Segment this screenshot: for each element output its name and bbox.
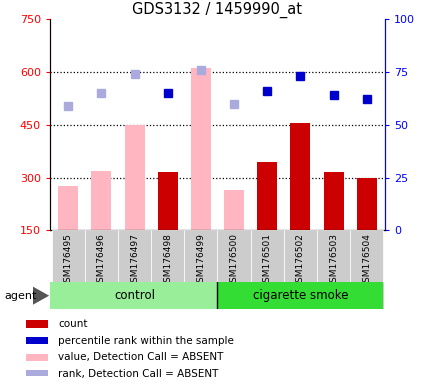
Text: GSM176500: GSM176500 xyxy=(229,233,238,288)
Bar xyxy=(184,230,217,282)
Bar xyxy=(217,282,382,309)
Bar xyxy=(50,282,217,309)
Bar xyxy=(283,230,316,282)
Bar xyxy=(26,320,48,328)
Polygon shape xyxy=(33,286,49,305)
Title: GDS3132 / 1459990_at: GDS3132 / 1459990_at xyxy=(132,2,302,18)
Bar xyxy=(224,190,243,230)
Text: cigarette smoke: cigarette smoke xyxy=(252,289,347,302)
Bar xyxy=(58,186,78,230)
Bar xyxy=(349,230,382,282)
Bar xyxy=(191,68,210,230)
Bar xyxy=(118,230,151,282)
Text: GSM176495: GSM176495 xyxy=(64,233,72,288)
Bar xyxy=(316,230,349,282)
Text: GSM176504: GSM176504 xyxy=(362,233,370,288)
Text: value, Detection Call = ABSENT: value, Detection Call = ABSENT xyxy=(58,352,223,362)
Bar xyxy=(85,230,118,282)
Bar xyxy=(250,230,283,282)
Text: percentile rank within the sample: percentile rank within the sample xyxy=(58,336,233,346)
Bar xyxy=(158,172,178,230)
Text: GSM176502: GSM176502 xyxy=(295,233,304,288)
Text: control: control xyxy=(114,289,155,302)
Text: GSM176498: GSM176498 xyxy=(163,233,172,288)
Bar xyxy=(256,162,276,230)
Bar xyxy=(356,177,376,230)
Text: agent: agent xyxy=(4,291,36,301)
Text: GSM176503: GSM176503 xyxy=(328,233,337,288)
Bar xyxy=(26,354,48,361)
Bar xyxy=(151,230,184,282)
Text: GSM176499: GSM176499 xyxy=(196,233,205,288)
Text: count: count xyxy=(58,319,88,329)
Bar xyxy=(125,125,144,230)
Text: rank, Detection Call = ABSENT: rank, Detection Call = ABSENT xyxy=(58,369,218,379)
Bar xyxy=(26,370,48,377)
Bar xyxy=(52,230,85,282)
Text: GSM176497: GSM176497 xyxy=(130,233,139,288)
Bar xyxy=(217,230,250,282)
Text: GSM176496: GSM176496 xyxy=(97,233,106,288)
Bar xyxy=(91,170,111,230)
Bar xyxy=(323,172,343,230)
Text: GSM176501: GSM176501 xyxy=(262,233,271,288)
Bar xyxy=(290,123,309,230)
Bar xyxy=(26,337,48,344)
